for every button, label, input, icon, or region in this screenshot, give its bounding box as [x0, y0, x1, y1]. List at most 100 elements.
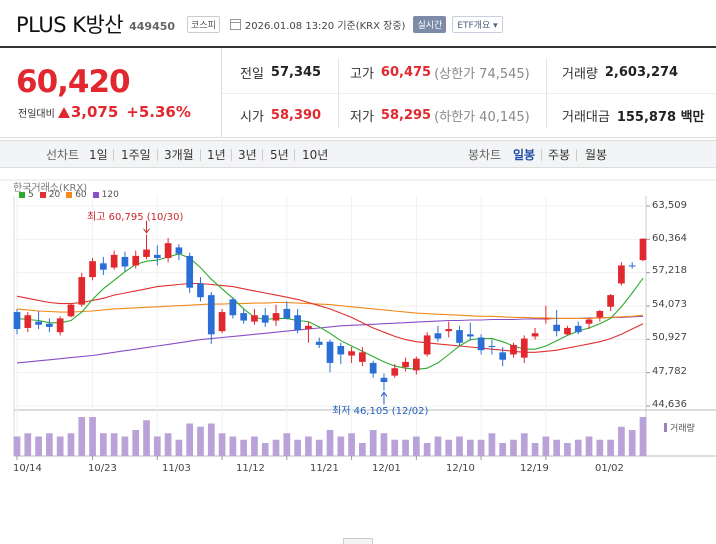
tab-weekly[interactable]: 주봉	[548, 148, 571, 162]
tab-3m[interactable]: 3개월	[164, 148, 194, 162]
stat-low: 저가 58,295 (하한가 40,145)	[350, 106, 530, 125]
tab-3y[interactable]: 3년	[238, 148, 257, 162]
candle-body	[445, 329, 453, 332]
volume-bar	[315, 439, 323, 456]
volume-bar	[305, 436, 312, 456]
stat-label: 시가	[240, 110, 264, 125]
candle-body	[305, 325, 312, 330]
volume-bar	[164, 433, 172, 456]
y-tick-label: 60,364	[652, 233, 687, 244]
candle-body	[99, 263, 107, 270]
candle-body	[412, 358, 420, 371]
x-tick-label: 12/10	[446, 463, 475, 474]
candle-body	[585, 319, 593, 324]
candle-body	[574, 325, 582, 333]
calendar-icon	[229, 18, 241, 30]
stats-row-divider	[222, 93, 716, 94]
volume-bar	[607, 439, 614, 456]
stat-label: 거래대금	[562, 110, 610, 125]
tab-separator	[576, 149, 577, 161]
stat-value: 57,345	[270, 65, 322, 80]
tab-1w[interactable]: 1주일	[121, 148, 151, 162]
tab-5y[interactable]: 5년	[270, 148, 289, 162]
candle-body	[380, 377, 388, 383]
candle-chart-label: 봉차트	[468, 148, 502, 162]
candle-body	[391, 368, 399, 376]
stat-label: 거래량	[562, 67, 598, 82]
candle-body	[456, 330, 463, 343]
volume-bar	[391, 439, 399, 456]
x-tick-label: 12/01	[372, 463, 401, 474]
candle-body	[175, 247, 183, 254]
volume-bar	[46, 433, 53, 456]
candle-body	[434, 333, 442, 339]
price-chart[interactable]: 한국거래소(KRX) 5 20 60 120 최고 60,795 (10/30)…	[0, 170, 716, 544]
volume-bar	[35, 436, 42, 456]
volume-bar	[99, 433, 107, 456]
change-label: 전일대비	[18, 108, 55, 120]
tab-monthly[interactable]: 월봉	[585, 148, 608, 162]
x-tick-label: 11/12	[236, 463, 265, 474]
chart-period-tabs: 선차트 1일 1주일 3개월 1년 3년 5년 10년 봉차트 일봉 주봉 월봉	[0, 140, 716, 168]
header-divider	[0, 46, 716, 48]
volume-bar	[175, 439, 183, 456]
candlestick-chart-svg	[0, 179, 716, 460]
legend-swatch	[39, 192, 46, 198]
tab-1y[interactable]: 1년	[207, 148, 226, 162]
candle-body	[499, 352, 507, 360]
candle-body	[164, 243, 172, 259]
stat-label: 전일	[240, 67, 264, 82]
candle-body	[466, 334, 474, 337]
resize-handle[interactable]	[343, 538, 373, 544]
candle-body	[272, 313, 280, 321]
ma-legend: 5 20 60 120	[19, 190, 125, 200]
candle-body	[229, 299, 237, 316]
volume-bar	[542, 436, 550, 456]
stat-label: 저가	[350, 110, 374, 125]
tab-separator	[231, 149, 232, 161]
price-summary: 60,420 전일대비 3,075 +5.36% 전일 57,345 고가 60…	[0, 48, 716, 138]
market-badge: 코스피	[187, 15, 220, 33]
candle-body	[477, 337, 485, 351]
change-value: 3,075	[70, 103, 119, 121]
volume-bar	[261, 443, 269, 456]
tab-1d[interactable]: 1일	[89, 148, 108, 162]
volume-bar	[423, 443, 431, 456]
tab-10y[interactable]: 10년	[302, 148, 329, 162]
ma-line-ma60	[16, 301, 644, 319]
tab-separator	[294, 149, 295, 161]
candle-body	[359, 352, 366, 362]
volume-label: 거래량	[670, 424, 695, 434]
volume-bar	[510, 439, 517, 456]
up-triangle-icon	[57, 106, 70, 118]
y-tick-label: 50,927	[652, 332, 687, 343]
volume-bar	[337, 436, 345, 456]
candle-body	[607, 295, 614, 307]
volume-bar	[639, 417, 647, 456]
candle-body	[337, 345, 345, 355]
upper-limit: (상한가 74,545)	[434, 67, 530, 82]
volume-bar	[240, 439, 248, 456]
change-row: 전일대비 3,075 +5.36%	[18, 103, 191, 121]
candle-body	[510, 344, 517, 355]
candle-body	[618, 265, 625, 284]
etf-overview-button[interactable]: ETF개요 ▾	[452, 15, 503, 33]
volume-bar	[348, 433, 355, 456]
volume-bar	[445, 439, 453, 456]
tab-separator	[262, 149, 263, 161]
candle-body	[186, 255, 194, 288]
volume-bar	[585, 436, 593, 456]
realtime-button[interactable]: 실시간	[413, 15, 447, 33]
candle-body	[251, 315, 258, 322]
volume-bar	[153, 436, 161, 456]
x-tick-label: 10/14	[13, 463, 42, 474]
legend-ma60: 60	[66, 190, 87, 200]
volume-bar	[272, 439, 280, 456]
volume-bar	[564, 443, 571, 456]
tab-daily[interactable]: 일봉	[513, 148, 536, 162]
candle-body	[564, 327, 571, 335]
legend-swatch	[19, 192, 25, 198]
volume-bar	[24, 433, 32, 456]
candle-body	[531, 333, 539, 337]
volume-bar	[294, 439, 301, 456]
